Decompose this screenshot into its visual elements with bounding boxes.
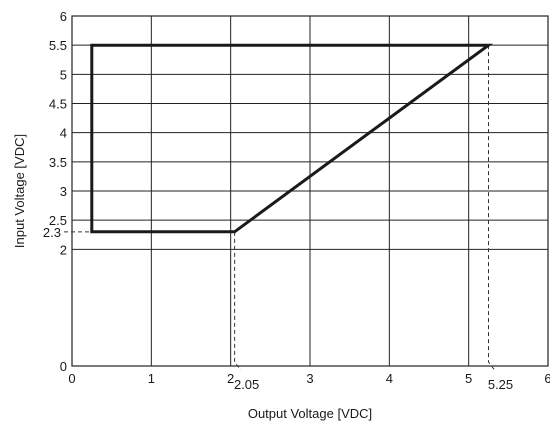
y-tick-label: 2 (60, 242, 67, 257)
y-tick-label: 3 (60, 184, 67, 199)
y-tick-label: 4 (60, 126, 67, 141)
x-annotation-label: 5.25 (488, 377, 513, 392)
y-tick-label: 3.5 (49, 155, 67, 170)
x-tick-label: 0 (68, 371, 75, 386)
operating-envelope-line (90, 43, 494, 234)
x-axis-label: Output Voltage [VDC] (248, 406, 372, 421)
y-tick-label: 0 (60, 359, 67, 374)
y-tick-label: 5.5 (49, 38, 67, 53)
x-annotation-guide (234, 231, 242, 371)
x-tick-label: 6 (544, 371, 550, 386)
x-annotation-label: 2.05 (234, 377, 259, 392)
x-tick-label: 2 (227, 371, 234, 386)
y-tick-label: 2.5 (49, 213, 67, 228)
x-tick-label: 3 (306, 371, 313, 386)
y-tick-labels: 0 2 2.5 3 3.5 4 4.5 5 5.5 6 (49, 9, 67, 374)
x-tick-labels: 0 1 2 3 4 5 6 (68, 371, 550, 386)
x-tick-label: 4 (386, 371, 393, 386)
y-tick-label: 4.5 (49, 97, 67, 112)
y-tick-label: 6 (60, 9, 67, 24)
y-tick-label: 5 (60, 67, 67, 82)
x-tick-label: 1 (148, 371, 155, 386)
y-annotation-label: 2.3 (43, 225, 61, 240)
grid-lines (72, 16, 548, 366)
y-axis-label: Input Voltage [VDC] (12, 134, 27, 248)
x-annotation-guide (488, 45, 495, 371)
annotation-guides (64, 45, 495, 371)
plot-frame (71, 15, 549, 367)
annotation-labels: 2.3 2.05 5.25 (43, 225, 513, 392)
x-tick-label: 5 (465, 371, 472, 386)
